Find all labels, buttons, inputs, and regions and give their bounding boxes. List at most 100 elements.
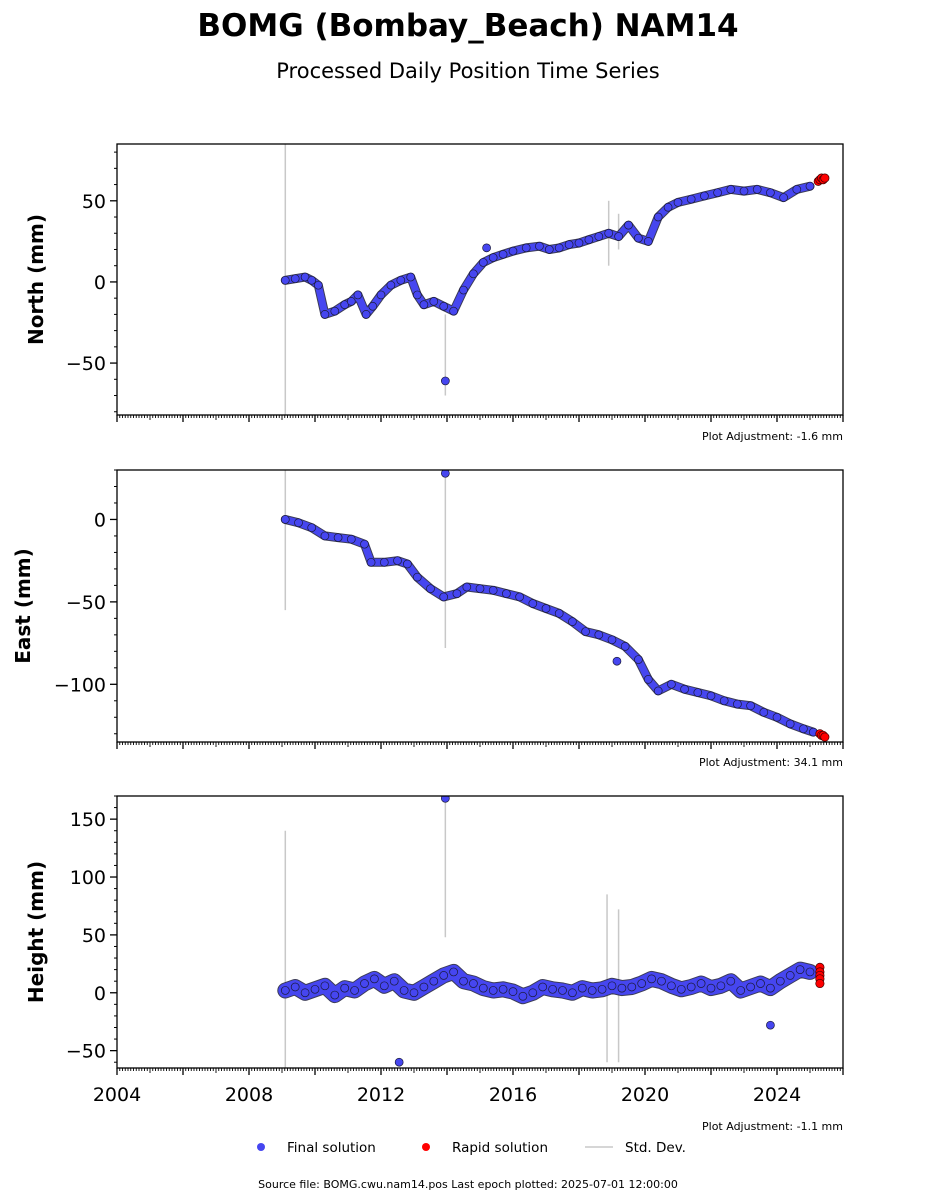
north-outlier-point bbox=[441, 376, 450, 386]
north-plot-adjustment: Plot Adjustment: -1.6 mm bbox=[702, 430, 843, 443]
height-final-point bbox=[696, 979, 706, 988]
east-outlier-point bbox=[441, 470, 450, 478]
height-final-point bbox=[459, 976, 468, 986]
height-final-point bbox=[478, 983, 488, 993]
height-final-point bbox=[399, 986, 409, 995]
east-final-point bbox=[541, 604, 551, 613]
north-final-point bbox=[459, 285, 468, 295]
height-final-point bbox=[568, 988, 577, 998]
legend: Final solution Rapid solution Std. Dev. bbox=[257, 1140, 686, 1156]
east-final-point bbox=[799, 724, 808, 734]
north-final-point bbox=[752, 185, 762, 194]
north-final-point bbox=[779, 193, 788, 202]
height-final-point bbox=[449, 967, 458, 977]
north-final-point bbox=[346, 297, 356, 306]
height-final-point bbox=[389, 976, 399, 986]
north-final-point bbox=[368, 301, 378, 311]
east-final-band bbox=[281, 516, 817, 736]
east-final-point bbox=[706, 691, 716, 701]
height-xtick-label: 2016 bbox=[489, 1084, 537, 1106]
north-final-point bbox=[653, 212, 663, 222]
height-final-point bbox=[587, 986, 597, 995]
height-final-point bbox=[558, 986, 567, 995]
legend-rapid-marker bbox=[422, 1143, 430, 1151]
height-final-point bbox=[706, 983, 716, 993]
north-final-point bbox=[673, 198, 683, 207]
height-final-point bbox=[637, 979, 647, 988]
north-data bbox=[280, 144, 830, 415]
height-final-point bbox=[756, 979, 765, 988]
height-ytick-label: 0 bbox=[94, 983, 106, 1005]
north-outlier-point bbox=[482, 243, 491, 253]
height-final-point bbox=[469, 979, 478, 988]
height-final-point bbox=[429, 976, 439, 986]
east-final-point bbox=[515, 592, 524, 602]
height-final-point bbox=[805, 967, 815, 977]
height-outlier-point bbox=[441, 796, 450, 803]
north-final-point bbox=[634, 233, 643, 243]
height-ytick-label: 100 bbox=[70, 867, 106, 889]
north-final-point bbox=[376, 290, 386, 300]
east-final-point bbox=[568, 617, 577, 627]
east-panel: −100 −50 0 East (mm) Plot Adjustment: 34.1 m… bbox=[11, 469, 844, 769]
height-ylabel: Height (mm) bbox=[24, 861, 48, 1003]
east-final-point bbox=[785, 719, 795, 729]
height-final-point bbox=[310, 984, 320, 994]
legend-final-label: Final solution bbox=[287, 1140, 376, 1156]
height-final-point bbox=[300, 988, 310, 998]
north-final-point bbox=[713, 188, 722, 198]
east-final-point bbox=[452, 589, 462, 598]
height-final-point bbox=[379, 981, 389, 991]
east-final-point bbox=[439, 592, 449, 602]
east-final-point bbox=[502, 589, 511, 598]
height-final-point bbox=[528, 988, 538, 998]
height-final-point bbox=[409, 988, 419, 998]
height-rapid-point bbox=[815, 978, 825, 989]
north-final-point bbox=[805, 181, 815, 191]
north-panel: −50 0 50 North (mm) Plot Adjustment: -1.6 mm bbox=[24, 143, 844, 443]
height-final-point bbox=[577, 983, 587, 993]
east-final-point bbox=[333, 533, 343, 542]
north-final-point bbox=[498, 249, 508, 259]
east-final-point bbox=[693, 688, 703, 697]
height-final-point bbox=[785, 971, 795, 980]
height-final-point bbox=[667, 981, 676, 991]
north-final-point bbox=[429, 297, 439, 306]
north-final-point bbox=[290, 274, 300, 284]
east-final-point bbox=[280, 515, 290, 524]
east-final-point bbox=[746, 701, 755, 711]
north-final-point bbox=[535, 241, 544, 251]
north-final-point bbox=[766, 188, 775, 198]
north-final-point bbox=[792, 185, 802, 194]
east-final-point bbox=[488, 585, 498, 595]
height-plot-adjustment: Plot Adjustment: -1.1 mm bbox=[702, 1120, 843, 1133]
height-outlier-point bbox=[766, 1020, 775, 1030]
east-data bbox=[280, 470, 830, 742]
north-ytick-label: 50 bbox=[82, 191, 106, 213]
height-final-point bbox=[657, 976, 666, 986]
north-final-point bbox=[739, 186, 749, 196]
height-final-point bbox=[370, 974, 379, 984]
height-final-point bbox=[746, 982, 755, 992]
height-final-point bbox=[360, 979, 369, 988]
east-final-point bbox=[294, 518, 303, 528]
east-final-point bbox=[393, 556, 402, 566]
height-final-point bbox=[340, 983, 350, 993]
height-final-point bbox=[775, 976, 785, 986]
height-outlier-point bbox=[394, 1057, 404, 1067]
north-final-point bbox=[353, 290, 363, 300]
height-final-point bbox=[617, 983, 627, 993]
east-final-point bbox=[475, 584, 485, 594]
figure-title: BOMG (Bombay_Beach) NAM14 bbox=[197, 8, 738, 44]
north-final-point bbox=[469, 269, 478, 279]
height-final-point bbox=[290, 982, 300, 992]
north-final-point bbox=[700, 191, 709, 201]
height-final-point bbox=[597, 984, 607, 994]
north-ylabel: North (mm) bbox=[24, 214, 48, 345]
north-ytick-label: −50 bbox=[66, 353, 106, 375]
height-final-point bbox=[498, 984, 508, 994]
height-final-point bbox=[686, 982, 696, 992]
height-final-point bbox=[330, 990, 340, 1000]
east-final-point bbox=[620, 642, 630, 651]
legend-final-marker bbox=[257, 1143, 265, 1151]
